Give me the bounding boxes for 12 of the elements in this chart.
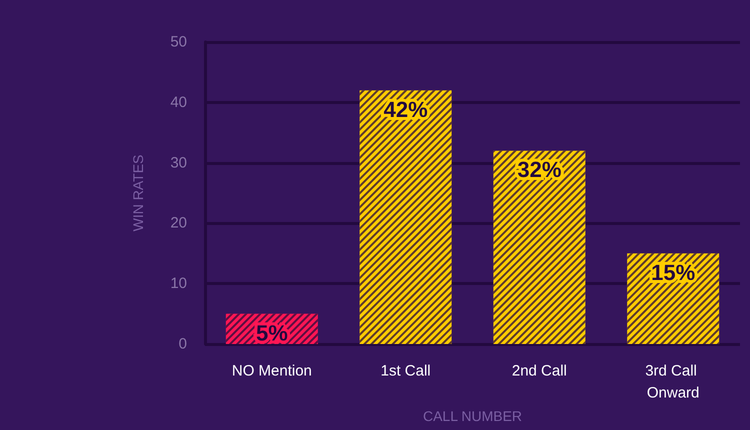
y-axis-title: WIN RATES: [130, 154, 146, 232]
y-tick-label: 50: [170, 34, 187, 50]
y-tick-label: 30: [170, 154, 187, 172]
x-tick-label: NO Mention: [232, 362, 312, 380]
x-axis-title: CALL NUMBER: [422, 408, 522, 424]
x-tick-label: 2nd Call: [512, 362, 567, 380]
y-tick-label: 20: [170, 214, 187, 232]
y-tick-label: 0: [178, 336, 187, 352]
x-tick-label: 3rd Call Onward: [645, 362, 702, 402]
y-tick-label: 40: [170, 94, 187, 111]
x-tick-label: 1st Call: [380, 362, 431, 380]
y-tick-label: 10: [170, 275, 187, 292]
